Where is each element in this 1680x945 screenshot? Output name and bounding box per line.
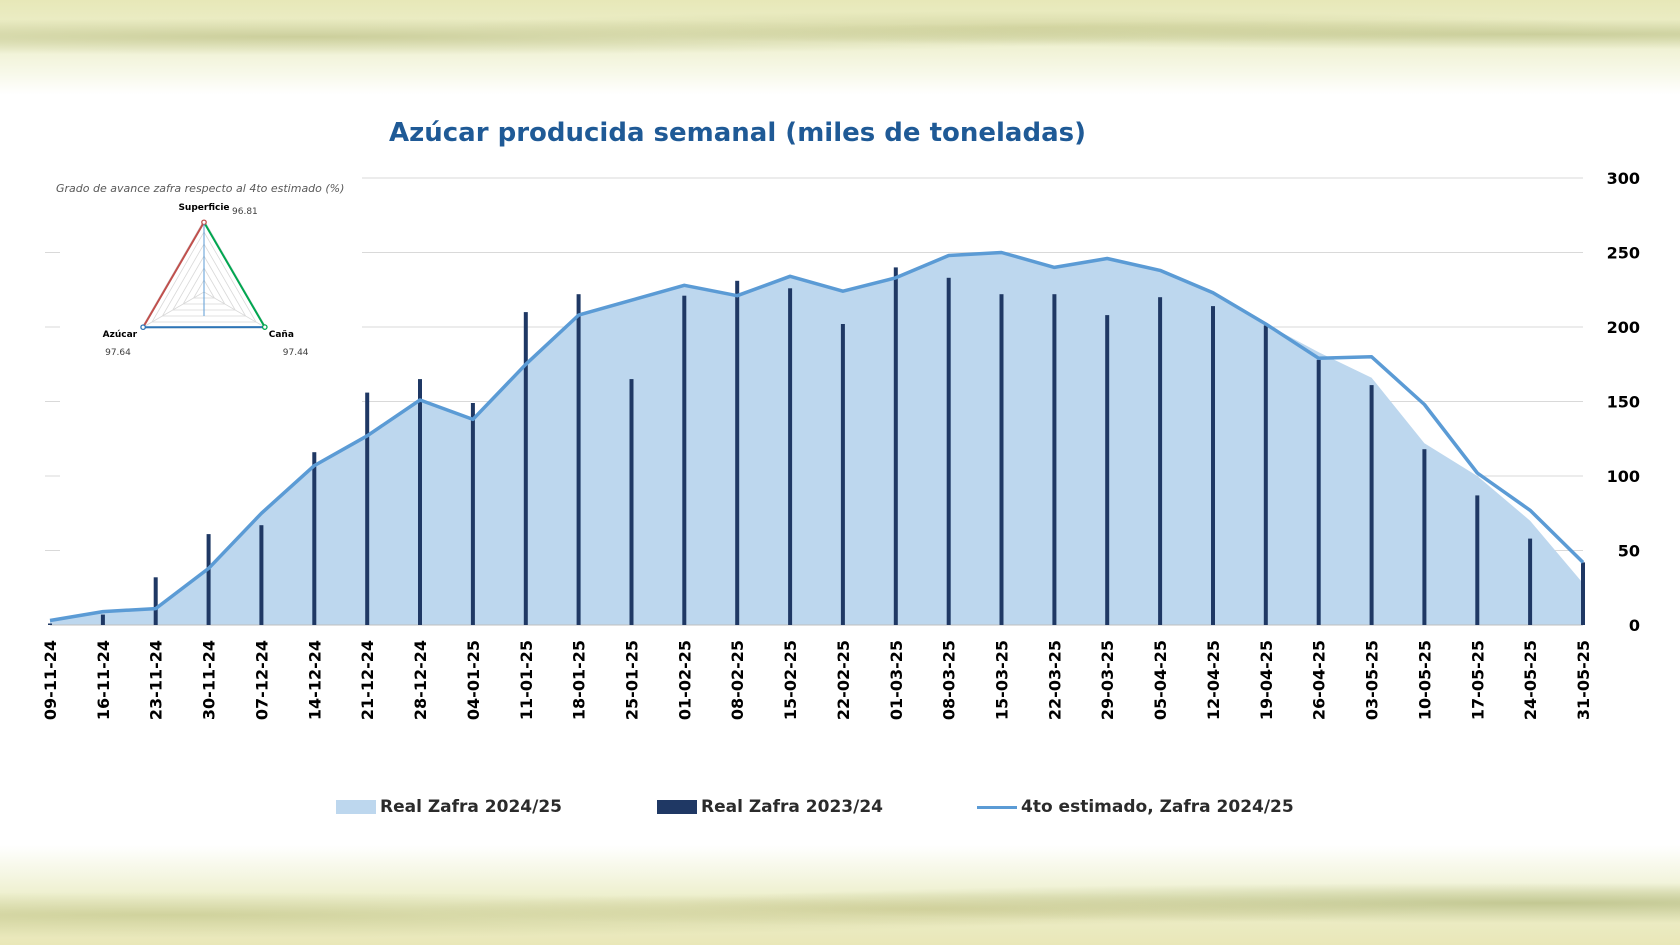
radar-category-label: Azúcar [103, 330, 138, 340]
legend-swatch-line [977, 805, 1017, 809]
bar-real-2023-24 [893, 267, 898, 625]
y-tick-label: 250 [1607, 244, 1640, 263]
bar-real-2023-24 [1158, 297, 1163, 625]
radar-category-label: Superficie [178, 203, 229, 213]
x-tick-label: 18-01-25 [570, 640, 589, 720]
x-tick-label: 17-05-25 [1468, 640, 1487, 720]
bar-real-2023-24 [629, 379, 634, 625]
y-tick-label: 200 [1607, 318, 1640, 337]
legend-swatch-area [336, 800, 376, 814]
bar-real-2023-24 [1052, 294, 1057, 625]
x-tick-label: 29-03-25 [1098, 640, 1117, 720]
line-series-4to-estimado [49, 250, 1585, 623]
legend-item-bar: Real Zafra 2023/24 [657, 797, 883, 817]
x-tick-label: 01-03-25 [887, 640, 906, 720]
x-tick-label: 30-11-24 [200, 640, 219, 720]
x-tick-label: 22-02-25 [834, 640, 853, 720]
x-tick-label: 01-02-25 [675, 640, 694, 720]
radar-spoke [141, 291, 205, 329]
legend-label-line: 4to estimado, Zafra 2024/25 [1021, 797, 1294, 817]
legend-label-bar: Real Zafra 2023/24 [701, 797, 883, 817]
bar-real-2023-24 [576, 294, 581, 625]
bar-real-2023-24 [735, 280, 740, 625]
radar-title: Grado de avance zafra respecto al 4to es… [56, 182, 345, 195]
radar-point [261, 324, 268, 330]
bar-real-2023-24 [682, 295, 687, 625]
radar-point [201, 219, 207, 226]
bar-real-2023-24 [206, 534, 211, 625]
bar-real-2023-24 [1316, 359, 1321, 625]
legend-item-line: 4to estimado, Zafra 2024/25 [977, 797, 1294, 817]
x-tick-label: 19-04-25 [1257, 640, 1276, 720]
bar-real-2023-24 [788, 288, 793, 625]
x-tick-label: 23-11-24 [147, 640, 166, 720]
bar-real-2023-24 [418, 379, 422, 625]
bar-real-2023-24 [1422, 449, 1427, 625]
y-tick-label: 0 [1629, 616, 1640, 635]
bar-real-2023-24 [365, 392, 370, 625]
bar-real-2023-24 [1369, 385, 1374, 625]
radar-point [140, 324, 146, 331]
bar-real-2023-24 [1105, 315, 1110, 625]
radar-edge [203, 221, 266, 328]
bar-real-2023-24 [470, 403, 475, 625]
x-tick-label: 11-01-25 [517, 640, 536, 720]
radar-category-label: Caña [269, 330, 294, 340]
legend-swatch-bar [657, 800, 697, 814]
bar-real-2023-24 [999, 294, 1004, 625]
x-tick-label: 22-03-25 [1045, 640, 1064, 720]
x-tick-label: 08-03-25 [940, 640, 959, 720]
area-series-real-2024-25 [50, 252, 1583, 625]
y-tick-label: 150 [1607, 393, 1640, 412]
x-tick-label: 09-11-24 [41, 640, 60, 720]
bar-real-2023-24 [840, 324, 845, 625]
x-tick-label: 25-01-25 [622, 640, 641, 720]
bar-real-2023-24 [1263, 325, 1268, 625]
legend-label-area: Real Zafra 2024/25 [380, 797, 562, 817]
x-tick-label: 14-12-24 [305, 640, 324, 720]
bar-real-2023-24 [946, 277, 951, 625]
y-tick-label: 100 [1607, 467, 1640, 486]
radar-spoke [203, 291, 267, 329]
bar-real-2023-24 [1581, 562, 1585, 625]
decorative-bottom-band [0, 845, 1680, 945]
bar-real-2023-24 [1528, 538, 1533, 625]
bar-real-2023-24 [1211, 306, 1215, 625]
x-tick-label: 03-05-25 [1363, 640, 1382, 720]
radar-edge [142, 221, 205, 328]
bar-real-2023-24 [48, 623, 52, 625]
decorative-top-band [0, 0, 1680, 95]
bar-real-2023-24 [153, 577, 158, 625]
x-tick-label: 07-12-24 [252, 640, 271, 720]
legend-item-area: Real Zafra 2024/25 [336, 797, 562, 817]
x-tick-label: 24-05-25 [1521, 640, 1540, 720]
x-tick-label: 10-05-25 [1415, 640, 1434, 720]
radar-value-label: 96.81 [232, 207, 258, 217]
x-tick-label: 05-04-25 [1151, 640, 1170, 720]
x-tick-label: 21-12-24 [358, 640, 377, 720]
chart-title: Azúcar producida semanal (miles de tonel… [389, 118, 1086, 148]
x-tick-label: 15-02-25 [781, 640, 800, 720]
x-tick-label: 28-12-24 [411, 640, 430, 720]
x-tick-label: 16-11-24 [94, 640, 113, 720]
x-tick-label: 12-04-25 [1204, 640, 1223, 720]
bar-real-2023-24 [259, 525, 264, 625]
x-tick-label: 04-01-25 [464, 640, 483, 720]
bar-real-2023-24 [1475, 495, 1480, 625]
legend: Real Zafra 2024/25 Real Zafra 2023/24 4t… [0, 797, 1680, 827]
x-tick-label: 15-03-25 [993, 640, 1012, 720]
x-tick-label: 31-05-25 [1574, 640, 1593, 720]
radar-grid-ring [151, 231, 257, 323]
bar-real-2023-24 [523, 312, 528, 625]
bar-real-2023-24 [100, 614, 105, 625]
x-tick-label: 26-04-25 [1310, 640, 1329, 720]
y-tick-label: 300 [1607, 169, 1640, 188]
bar-real-2023-24 [312, 452, 317, 625]
radar-value-label: 97.44 [283, 348, 309, 358]
radar-value-label: 97.64 [105, 348, 131, 358]
y-tick-label: 50 [1618, 542, 1640, 561]
x-tick-label: 08-02-25 [728, 640, 747, 720]
